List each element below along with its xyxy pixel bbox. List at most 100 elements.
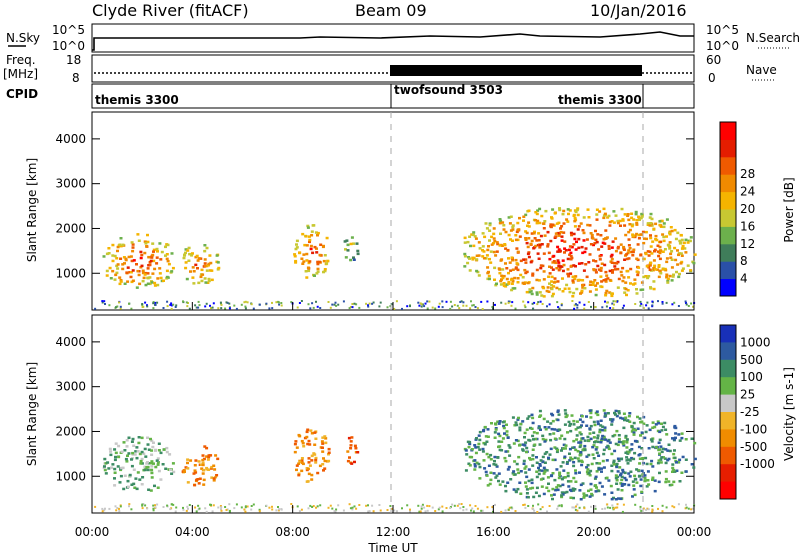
velocity-cell [149,437,152,441]
power-cell [511,228,515,231]
power-cell [563,287,567,290]
power-cell [184,261,188,264]
velocity-cell [355,507,358,510]
x-tick-label: 00:00 [677,525,712,539]
velocity-cell [531,457,535,461]
velocity-cell [296,505,299,508]
power-cell [182,256,186,260]
velocity-cell [150,468,154,472]
power-cell [539,300,542,303]
power-cell [469,244,472,248]
power-cell [635,222,639,225]
velocity-cell [568,447,572,451]
velocity-cell [529,458,533,461]
power-cell [171,266,175,270]
power-cell [155,262,159,265]
velocity-cell [310,454,314,458]
velocity-cell [348,503,351,506]
velocity-cell [671,463,675,466]
power-cell [449,307,452,310]
velocity-cell [348,456,351,459]
velocity-cell [583,439,587,442]
power-cell [547,290,551,293]
power-cell [639,300,642,303]
power-cell [137,273,141,277]
power-cell [621,266,625,270]
power-cell [594,238,598,242]
velocity-cell [638,417,642,420]
velocity-cell [569,429,573,433]
power-cell [499,279,503,283]
velocity-cell [674,432,678,435]
power-cell [616,221,620,225]
velocity-cell [468,442,472,446]
velocity-cell [512,488,516,491]
velocity-cell [628,412,632,415]
power-cell [293,253,297,256]
velocity-cell [582,492,586,495]
velocity-cell [627,483,631,487]
velocity-cell [535,470,539,473]
velocity-cell [233,507,236,510]
velocity-cell [690,437,694,440]
power-cell [493,278,496,281]
velocity-cell [660,422,663,425]
power-cell [673,301,676,304]
power-cell [466,240,470,244]
velocity-cell [135,456,139,460]
power-cell [525,231,529,235]
velocity-cell [585,466,589,469]
velocity-cell [650,440,654,443]
velocity-cell [314,461,318,464]
power-cell [346,243,350,247]
velocity-cell [675,469,679,472]
power-cell [139,256,143,260]
velocity-cell [305,430,309,434]
velocity-cell [110,466,114,469]
power-cell [166,305,169,308]
power-cell [195,306,198,309]
velocity-cell [297,472,301,475]
velocity-cell [213,468,217,471]
velocity-cell [463,447,467,451]
velocity-cell [574,508,577,511]
power-cell [477,254,481,257]
power-cell [162,279,165,282]
velocity-cell [606,503,609,506]
velocity-cell [642,415,646,419]
velocity-cell [243,508,246,511]
power-cell [573,304,576,307]
power-cell [602,216,606,220]
velocity-cell [560,495,564,499]
velocity-cell [598,481,602,485]
velocity-cell [565,490,569,494]
power-cell [216,268,220,271]
power-cell [150,281,154,284]
power-cell [196,259,200,262]
velocity-cell [624,416,628,419]
power-cell [603,263,607,267]
velocity-cell [486,428,490,431]
velocity-cell [603,426,607,429]
power-cell [542,295,546,298]
power-cell [553,212,557,215]
power-cell [155,247,159,251]
power-cell [556,245,560,249]
power-cell [280,302,283,304]
velocity-cell [183,470,186,473]
velocity-cell [365,504,368,507]
power-cell [498,244,502,247]
velocity-cell [459,507,462,510]
power-cell [185,277,189,281]
velocity-cell [535,461,539,464]
power-cell [600,262,604,265]
velocity-cell [149,489,153,492]
velocity-cell [438,506,441,509]
velocity-cell [555,447,559,450]
velocity-cell [346,459,350,463]
velocity-cell [581,420,585,424]
velocity-cell [108,447,112,451]
velocity-cell [538,409,542,413]
velocity-cell [511,472,515,475]
power-cell [115,271,119,275]
